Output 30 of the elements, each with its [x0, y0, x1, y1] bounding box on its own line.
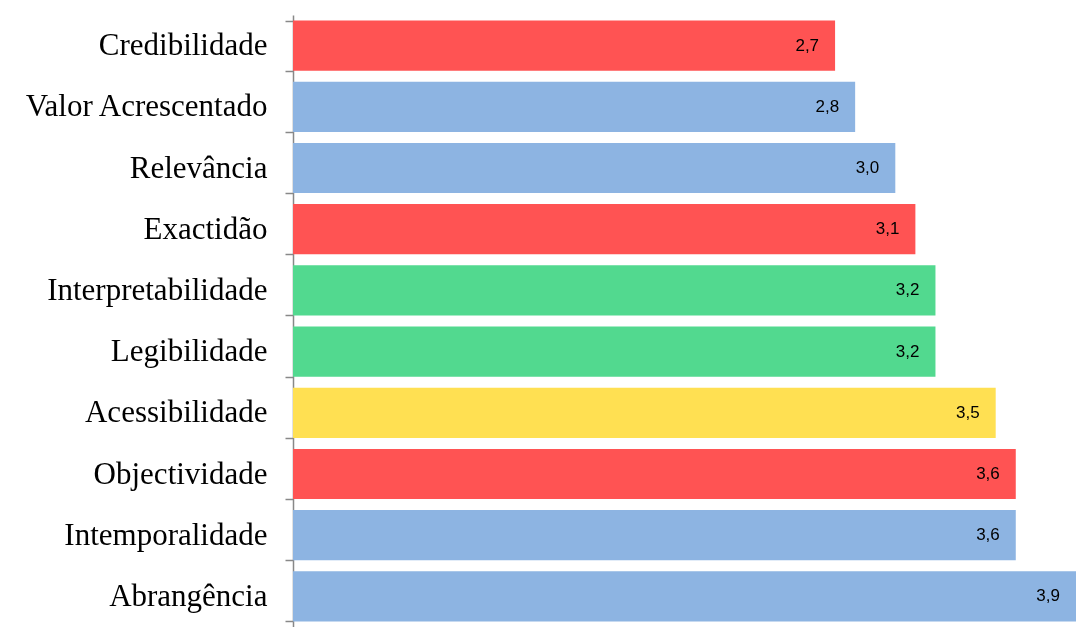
bar [293, 81, 856, 132]
y-tick-label: Intemporalidade [64, 516, 268, 552]
y-tick-label: Relevância [129, 149, 268, 185]
bar [293, 20, 836, 71]
y-tick-label: Interpretabilidade [47, 271, 268, 307]
bar [293, 571, 1076, 622]
bar [293, 142, 896, 194]
bar [293, 387, 996, 438]
bar [293, 510, 1016, 561]
bar [293, 326, 936, 377]
data-label: 3,0 [855, 158, 880, 177]
y-tick-label: Exactidão [143, 210, 268, 246]
y-tick-label: Acessibilidade [84, 394, 268, 430]
data-label: 2,8 [815, 96, 840, 116]
data-label: 3,1 [875, 219, 900, 239]
data-label: 3,6 [976, 464, 1000, 483]
data-label: 3,2 [895, 280, 920, 300]
bar [293, 448, 1016, 500]
bar [293, 204, 916, 255]
data-label: 3,2 [895, 341, 920, 361]
bar [293, 265, 936, 316]
y-tick-label: Legibilidade [110, 333, 268, 369]
y-tick-label: Credibilidade [98, 27, 268, 63]
data-label: 2,7 [795, 35, 820, 55]
y-tick-label: Objectividade [93, 455, 268, 491]
data-label: 3,9 [1036, 586, 1060, 606]
y-tick-label: Abrangência [109, 577, 268, 613]
data-label: 3,5 [956, 402, 980, 422]
y-tick-label: Valor Acrescentado [25, 88, 268, 124]
data-label: 3,6 [976, 525, 1000, 545]
